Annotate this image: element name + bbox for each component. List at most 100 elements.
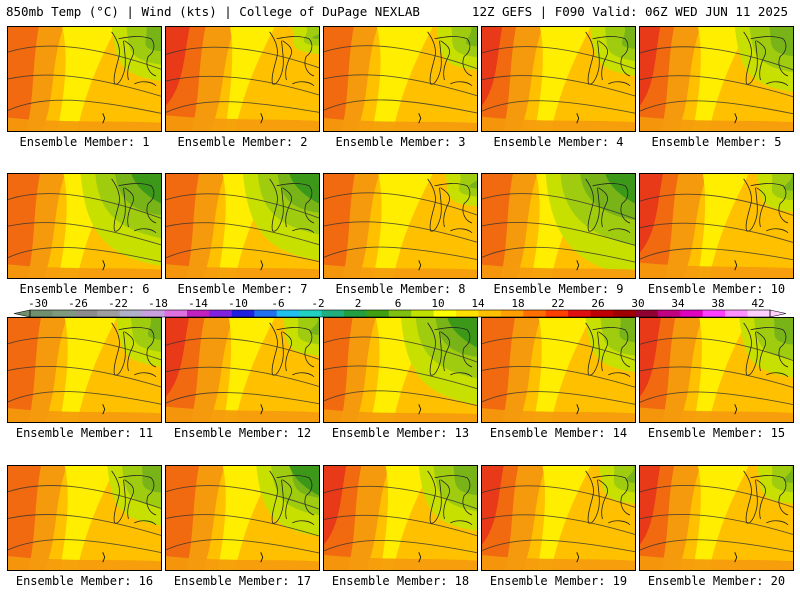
member-caption-16: Ensemble Member: 16: [15, 574, 154, 588]
colorbar-tick-label: 30: [631, 297, 644, 310]
member-caption-14: Ensemble Member: 14: [489, 426, 628, 440]
member-caption-17: Ensemble Member: 17: [173, 574, 312, 588]
member-map-3: [323, 26, 478, 132]
temperature-field-18: [324, 466, 477, 570]
temperature-field-13: [324, 318, 477, 422]
temperature-field-15: [640, 318, 793, 422]
temperature-field-1: [8, 27, 161, 131]
colorbar-swatch: [478, 310, 502, 317]
colorbar-tick-label: 38: [711, 297, 724, 310]
member-map-4: [481, 26, 636, 132]
colorbar-high-arrow: [769, 309, 787, 318]
header-left-title: 850mb Temp (°C) | Wind (kts) | College o…: [6, 4, 420, 19]
colorbar-swatch: [231, 310, 255, 317]
colorbar-swatch: [343, 310, 367, 317]
member-map-13: [323, 317, 478, 423]
member-map-17: [165, 465, 320, 571]
member-caption-1: Ensemble Member: 1: [19, 135, 150, 149]
member-caption-11: Ensemble Member: 11: [15, 426, 154, 440]
colorbar-swatch: [186, 310, 210, 317]
colorbar-tick-label: 22: [551, 297, 564, 310]
colorbar-swatch: [725, 310, 749, 317]
member-map-19: [481, 465, 636, 571]
temperature-field-17: [166, 466, 319, 570]
colorbar-swatch: [299, 310, 323, 317]
colorbar-tick-label: -30: [28, 297, 48, 310]
member-map-1: [7, 26, 162, 132]
colorbar-swatch: [74, 310, 98, 317]
temperature-field-14: [482, 318, 635, 422]
colorbar-tick-label: 14: [471, 297, 485, 310]
colorbar-swatch: [52, 310, 76, 317]
colorbar-tick-label: 42: [751, 297, 764, 310]
member-caption-2: Ensemble Member: 2: [177, 135, 308, 149]
temperature-field-3: [324, 27, 477, 131]
colorbar-swatch: [30, 310, 53, 317]
member-caption-13: Ensemble Member: 13: [331, 426, 470, 440]
temperature-field-11: [8, 318, 161, 422]
colorbar-tick-label: -6: [271, 297, 284, 310]
member-map-8: [323, 173, 478, 279]
member-caption-3: Ensemble Member: 3: [335, 135, 466, 149]
temperature-field-12: [166, 318, 319, 422]
colorbar-swatch: [433, 310, 457, 317]
member-map-16: [7, 465, 162, 571]
colorbar-tick-label: -18: [148, 297, 168, 310]
colorbar-swatch: [321, 310, 345, 317]
member-caption-12: Ensemble Member: 12: [173, 426, 312, 440]
colorbar-tick-label: 26: [591, 297, 604, 310]
member-map-6: [7, 173, 162, 279]
member-map-18: [323, 465, 478, 571]
member-map-14: [481, 317, 636, 423]
member-map-11: [7, 317, 162, 423]
colorbar-swatch: [500, 310, 524, 317]
colorbar-swatch: [97, 310, 121, 317]
colorbar-tick-label: 10: [431, 297, 444, 310]
colorbar-swatch: [523, 310, 547, 317]
member-map-5: [639, 26, 794, 132]
temperature-field-6: [8, 174, 161, 278]
colorbar-swatch: [276, 310, 300, 317]
colorbar-swatch: [119, 310, 143, 317]
member-caption-10: Ensemble Member: 10: [647, 282, 786, 296]
colorbar-swatch: [209, 310, 233, 317]
colorbar-swatch: [657, 310, 681, 317]
colorbar-tick-label: -22: [108, 297, 128, 310]
member-caption-6: Ensemble Member: 6: [19, 282, 150, 296]
colorbar-swatch: [545, 310, 569, 317]
colorbar-tick-label: -2: [311, 297, 324, 310]
colorbar-tick-label: 6: [395, 297, 402, 310]
colorbar-swatch: [613, 310, 636, 317]
member-map-12: [165, 317, 320, 423]
member-map-20: [639, 465, 794, 571]
temperature-field-4: [482, 27, 635, 131]
colorbar-low-arrow: [13, 309, 31, 318]
colorbar-swatch: [702, 310, 726, 317]
colorbar-tick-label: -14: [188, 297, 208, 310]
temperature-field-10: [640, 174, 793, 278]
member-map-9: [481, 173, 636, 279]
member-map-2: [165, 26, 320, 132]
colorbar-tick-label: 18: [511, 297, 524, 310]
temperature-field-2: [166, 27, 319, 131]
member-caption-4: Ensemble Member: 4: [493, 135, 624, 149]
member-caption-15: Ensemble Member: 15: [647, 426, 786, 440]
temperature-colorbar: -30 -26 -22 -18 -14 -10 -6 -2 2 6 10 14 18 22 26 30 34 38…: [13, 297, 787, 318]
colorbar-swatch: [680, 310, 704, 317]
temperature-field-9: [482, 174, 635, 278]
member-caption-7: Ensemble Member: 7: [177, 282, 308, 296]
temperature-field-8: [324, 174, 477, 278]
temperature-field-5: [640, 27, 793, 131]
colorbar-swatch: [366, 310, 390, 317]
colorbar-tick-label: 34: [671, 297, 685, 310]
colorbar-swatch: [388, 310, 412, 317]
colorbar-tick-label: -26: [68, 297, 88, 310]
colorbar-tick-label: -10: [228, 297, 248, 310]
colorbar-swatch: [456, 310, 479, 317]
temperature-field-7: [166, 174, 319, 278]
member-map-10: [639, 173, 794, 279]
member-map-15: [639, 317, 794, 423]
colorbar-swatch: [411, 310, 435, 317]
member-caption-19: Ensemble Member: 19: [489, 574, 628, 588]
member-caption-8: Ensemble Member: 8: [335, 282, 466, 296]
